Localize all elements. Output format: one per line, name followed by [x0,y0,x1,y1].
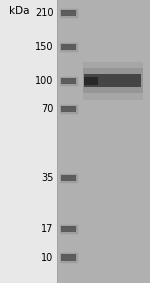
Text: 100: 100 [35,76,53,86]
Bar [61,78,76,84]
Text: 17: 17 [41,224,53,234]
Bar [61,175,76,181]
Bar [61,226,76,232]
Text: 10: 10 [41,252,53,263]
Bar [84,74,141,87]
Text: 70: 70 [41,104,53,114]
Bar [61,10,76,16]
Bar [61,254,76,261]
Text: kDa: kDa [9,6,30,16]
Text: 150: 150 [35,42,53,52]
Bar [57,0,150,283]
Bar [61,10,76,16]
Bar [61,78,76,84]
Bar [61,44,76,50]
Bar [82,62,142,100]
Bar [84,77,98,85]
Bar [61,226,76,232]
Bar [61,106,76,112]
Bar [61,44,76,50]
Text: 210: 210 [35,8,53,18]
Text: 35: 35 [41,173,53,183]
Bar [61,254,76,261]
Bar [61,106,76,112]
Bar [82,68,142,93]
Bar [61,175,76,181]
